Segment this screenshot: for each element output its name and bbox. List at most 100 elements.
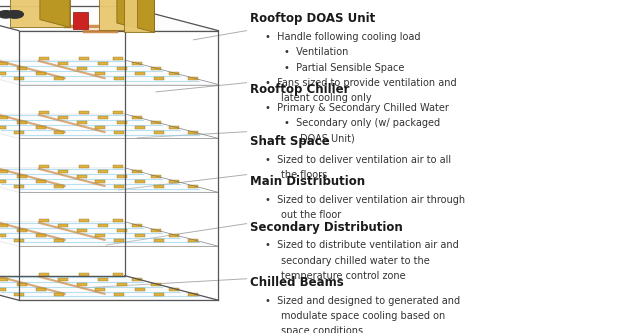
- Polygon shape: [169, 180, 179, 183]
- Polygon shape: [95, 288, 105, 291]
- Polygon shape: [169, 288, 179, 291]
- Polygon shape: [58, 116, 68, 119]
- Polygon shape: [117, 283, 127, 286]
- Circle shape: [8, 11, 23, 18]
- Polygon shape: [117, 229, 127, 232]
- Polygon shape: [132, 278, 142, 281]
- Text: the floors: the floors: [281, 170, 327, 180]
- Polygon shape: [188, 77, 198, 80]
- Polygon shape: [58, 170, 68, 173]
- Polygon shape: [188, 292, 198, 296]
- Polygon shape: [132, 62, 142, 65]
- Polygon shape: [188, 185, 198, 188]
- Polygon shape: [14, 131, 24, 134]
- Polygon shape: [135, 180, 145, 183]
- Polygon shape: [79, 111, 89, 114]
- Polygon shape: [77, 283, 87, 286]
- Polygon shape: [40, 0, 70, 27]
- Polygon shape: [0, 6, 218, 31]
- Polygon shape: [0, 62, 8, 65]
- Polygon shape: [79, 273, 89, 276]
- Polygon shape: [0, 180, 6, 183]
- Polygon shape: [79, 165, 89, 168]
- Polygon shape: [135, 288, 145, 291]
- Polygon shape: [117, 175, 127, 178]
- Text: modulate space cooling based on: modulate space cooling based on: [281, 311, 445, 321]
- Polygon shape: [39, 57, 49, 60]
- Polygon shape: [154, 292, 164, 296]
- Text: •  Fans sized to provide ventilation and: • Fans sized to provide ventilation and: [265, 78, 457, 88]
- Text: •  Sized to distribute ventilation air and: • Sized to distribute ventilation air an…: [265, 240, 459, 250]
- Polygon shape: [14, 185, 24, 188]
- Polygon shape: [98, 170, 108, 173]
- Polygon shape: [14, 239, 24, 242]
- Text: •  Partial Sensible Space: • Partial Sensible Space: [284, 63, 404, 73]
- Polygon shape: [54, 185, 64, 188]
- Polygon shape: [98, 116, 108, 119]
- Polygon shape: [0, 116, 8, 119]
- Text: Main Distribution: Main Distribution: [250, 174, 364, 187]
- Polygon shape: [39, 111, 49, 114]
- Polygon shape: [0, 276, 218, 300]
- Text: •  Sized to deliver ventilation air through: • Sized to deliver ventilation air throu…: [265, 194, 466, 204]
- Polygon shape: [54, 292, 64, 296]
- Polygon shape: [0, 224, 8, 227]
- Polygon shape: [135, 234, 145, 237]
- Polygon shape: [117, 67, 127, 70]
- Polygon shape: [124, 0, 155, 32]
- Polygon shape: [0, 278, 8, 281]
- Polygon shape: [150, 229, 160, 232]
- Text: latent cooling only: latent cooling only: [281, 94, 371, 104]
- Polygon shape: [188, 239, 198, 242]
- Polygon shape: [58, 62, 68, 65]
- Text: Rooftop Chiller: Rooftop Chiller: [250, 83, 349, 96]
- Text: Secondary Distribution: Secondary Distribution: [250, 220, 402, 233]
- Polygon shape: [0, 222, 218, 246]
- Polygon shape: [14, 77, 24, 80]
- Text: •  Ventilation: • Ventilation: [284, 48, 348, 58]
- Polygon shape: [135, 126, 145, 129]
- Polygon shape: [169, 234, 179, 237]
- Polygon shape: [98, 62, 108, 65]
- Polygon shape: [36, 234, 46, 237]
- Polygon shape: [0, 126, 6, 129]
- Polygon shape: [188, 131, 198, 134]
- Polygon shape: [154, 185, 164, 188]
- Polygon shape: [0, 72, 6, 75]
- Polygon shape: [169, 126, 179, 129]
- Polygon shape: [36, 72, 46, 75]
- Polygon shape: [0, 168, 218, 192]
- Polygon shape: [79, 57, 89, 60]
- Text: secondary chilled water to the: secondary chilled water to the: [281, 256, 429, 266]
- Polygon shape: [135, 72, 145, 75]
- Polygon shape: [58, 278, 68, 281]
- Text: Shaft Space: Shaft Space: [250, 135, 329, 148]
- Polygon shape: [0, 170, 8, 173]
- Polygon shape: [154, 239, 164, 242]
- Polygon shape: [114, 185, 124, 188]
- Text: •  Sized and designed to generated and: • Sized and designed to generated and: [265, 296, 461, 306]
- Polygon shape: [73, 12, 88, 29]
- Polygon shape: [169, 72, 179, 75]
- Polygon shape: [39, 273, 49, 276]
- Polygon shape: [17, 121, 27, 124]
- Polygon shape: [14, 292, 24, 296]
- Polygon shape: [17, 67, 27, 70]
- Text: out the floor: out the floor: [281, 210, 341, 220]
- Polygon shape: [77, 229, 87, 232]
- Text: temperature control zone: temperature control zone: [281, 271, 406, 281]
- Polygon shape: [113, 273, 123, 276]
- Polygon shape: [114, 77, 124, 80]
- Polygon shape: [36, 288, 46, 291]
- Polygon shape: [113, 57, 123, 60]
- Text: •  Handle following cooling load: • Handle following cooling load: [265, 32, 421, 42]
- Polygon shape: [114, 292, 124, 296]
- Polygon shape: [0, 60, 218, 85]
- Polygon shape: [54, 239, 64, 242]
- Polygon shape: [10, 0, 70, 27]
- Polygon shape: [77, 175, 87, 178]
- Polygon shape: [132, 170, 142, 173]
- Polygon shape: [150, 283, 160, 286]
- Text: DOAS Unit): DOAS Unit): [300, 133, 354, 143]
- Polygon shape: [0, 114, 218, 139]
